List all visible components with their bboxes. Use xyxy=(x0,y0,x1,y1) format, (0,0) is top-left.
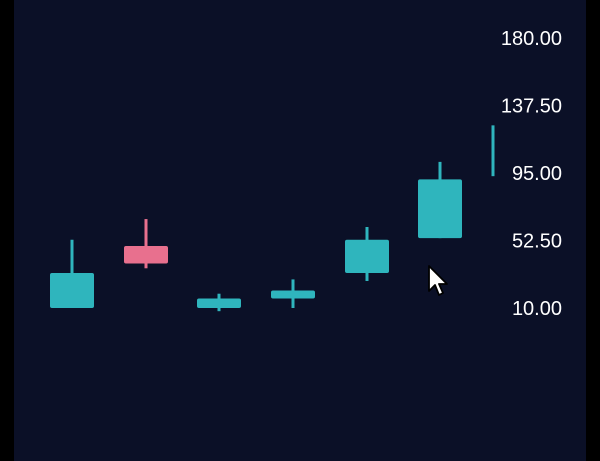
candle-6[interactable] xyxy=(418,161,462,239)
y-tick-label: 180.00 xyxy=(501,28,562,50)
candle-2[interactable] xyxy=(124,219,168,269)
y-tick-label: 137.50 xyxy=(501,96,562,118)
candle-3[interactable] xyxy=(197,293,241,312)
candlestick-chart[interactable]: 180.00 137.50 95.00 52.50 10.00 xyxy=(14,0,586,461)
candle-body xyxy=(345,239,389,274)
y-tick-label: 52.50 xyxy=(512,231,562,253)
y-tick-label: 10.00 xyxy=(512,298,562,320)
candle-1[interactable] xyxy=(50,239,94,308)
candle-body xyxy=(197,298,241,308)
candles-layer xyxy=(50,125,495,312)
candle-body xyxy=(50,273,94,308)
candle-body xyxy=(124,246,168,264)
candle-5[interactable] xyxy=(345,227,389,281)
y-axis: 180.00 137.50 95.00 52.50 10.00 xyxy=(501,28,562,320)
chart-canvas[interactable]: 180.00 137.50 95.00 52.50 10.00 xyxy=(14,0,586,461)
y-tick-label: 95.00 xyxy=(512,163,562,185)
mouse-pointer-icon xyxy=(428,265,448,296)
candle-body xyxy=(271,290,315,299)
candle-body xyxy=(418,179,462,239)
candle-4[interactable] xyxy=(271,279,315,308)
